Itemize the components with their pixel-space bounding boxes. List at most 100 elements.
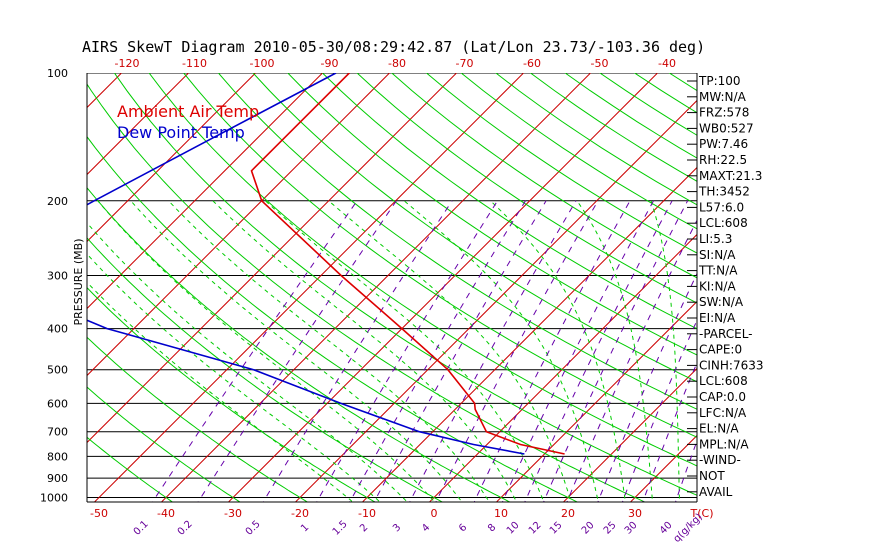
top-temp-label: -90 <box>321 57 339 70</box>
dry-adiabat-line <box>322 73 697 330</box>
mixing-ratio-label: 10 <box>505 520 522 537</box>
top-temp-label: -110 <box>182 57 207 70</box>
pressure-tick-label: 800 <box>47 450 68 463</box>
mixing-ratio-line <box>675 439 697 502</box>
bottom-temp-label: -10 <box>358 507 376 520</box>
side-panel-item: SW:N/A <box>699 295 744 309</box>
bottom-temp-label: 10 <box>494 507 508 520</box>
moist-adiabat-line <box>130 200 463 502</box>
pressure-tick-label: 300 <box>47 270 68 283</box>
y-axis-label: PRESSURE (MB) <box>72 239 85 326</box>
dry-adiabat-line <box>87 135 579 502</box>
mixing-ratio-lines <box>151 200 697 502</box>
moist-adiabat-line <box>650 200 680 502</box>
dry-adiabat-line <box>252 73 697 383</box>
legend-dew-point-temp: Dew Point Temp <box>117 123 245 142</box>
dry-adiabat-line <box>87 187 511 502</box>
isotherm-line <box>760 73 870 506</box>
isotherm-line <box>495 300 697 502</box>
moist-adiabat-line <box>87 253 381 502</box>
side-panel-item: AVAIL <box>699 485 733 499</box>
dry-adiabat-line <box>87 237 444 502</box>
mixing-ratio-label: 0.1 <box>132 519 151 538</box>
dry-adiabat-line <box>495 73 697 206</box>
side-panel-item: CINH:7633 <box>699 358 764 372</box>
series-line-0 <box>250 73 565 455</box>
moist-adiabat-line <box>403 200 599 502</box>
side-panel-item: L57:6.0 <box>699 200 744 214</box>
mixing-ratio-line <box>197 200 397 502</box>
side-panel-item: LFC:N/A <box>699 406 747 420</box>
mixing-ratio-labels: 0.1 0.2 0.5 1 1.5 2 3 4 6 8 10 12 15 20 25 30 40q(g/kg) <box>132 512 705 545</box>
bottom-temp-label: -30 <box>224 507 242 520</box>
side-panel-item: EL:N/A <box>699 422 739 436</box>
side-panel-item: MPL:N/A <box>699 437 749 451</box>
dry-adiabat-line <box>426 73 697 254</box>
side-panel-item: FRZ:578 <box>699 106 749 120</box>
mixing-ratio-line <box>151 200 358 502</box>
top-temp-label: -70 <box>456 57 474 70</box>
bottom-temp-label: 30 <box>628 507 642 520</box>
mixing-ratio-label: 3 <box>391 522 403 534</box>
side-panel-item: MW:N/A <box>699 90 747 104</box>
mixing-ratio-line <box>435 200 599 502</box>
mixing-ratio-line <box>543 200 689 502</box>
side-panel-item: MAXT:21.3 <box>699 169 762 183</box>
isotherm-line <box>562 367 697 502</box>
dry-adiabat-line <box>391 73 697 279</box>
mixing-ratio-line <box>501 200 654 502</box>
plot-area <box>87 73 870 507</box>
top-temp-label: -40 <box>658 57 676 70</box>
dry-adiabat-line <box>183 73 697 438</box>
mixing-ratio-line <box>349 200 526 502</box>
isotherm-line <box>87 73 189 176</box>
top-temp-label: -80 <box>388 57 406 70</box>
mixing-ratio-label: 2 <box>358 522 370 534</box>
pressure-tick-labels: 100 200 300 400 500 600 700 800 900 1000 <box>40 67 68 505</box>
mixing-ratio-line <box>642 361 697 502</box>
top-temp-label: -100 <box>250 57 275 70</box>
isotherm-line <box>160 73 591 502</box>
dry-adiabat-line <box>148 73 697 467</box>
bottom-temp-label: -50 <box>90 507 108 520</box>
bottom-temp-label: 0 <box>431 507 438 520</box>
mixing-ratio-label: 1 <box>299 522 311 534</box>
pressure-tick-label: 100 <box>47 67 68 80</box>
dry-adiabat-line <box>287 73 697 356</box>
mixing-ratio-label: 4 <box>420 522 432 534</box>
side-panel-item: PW:7.46 <box>699 137 748 151</box>
chart-title: AIRS SkewT Diagram 2010-05-30/08:29:42.8… <box>82 38 705 56</box>
mixing-ratio-label: q(g/kg) <box>672 512 705 545</box>
side-panel-item: NOT <box>699 469 725 483</box>
side-panel-item: CAPE:0 <box>699 343 742 357</box>
side-panel-item: LI:5.3 <box>699 232 732 246</box>
bottom-temp-label: 20 <box>561 507 575 520</box>
isotherm-line <box>428 233 697 502</box>
side-panel-item: EI:N/A <box>699 311 736 325</box>
bottom-temp-label: T(C) <box>690 507 714 520</box>
side-panel-item: LCL:608 <box>699 374 748 388</box>
bottom-temp-label: -40 <box>157 507 175 520</box>
bottom-temperature-labels: -50 -40 -30 -20 -10 0 10 20 30 T(C) <box>90 507 713 520</box>
series-line-1 <box>87 73 525 455</box>
mixing-ratio-line <box>566 219 697 502</box>
side-panel-item: TT:N/A <box>698 264 738 278</box>
mixing-ratio-label: 0.5 <box>244 519 263 538</box>
dry-adiabat-line <box>87 436 174 502</box>
mixing-ratio-line <box>597 272 697 502</box>
side-panel-item: SI:N/A <box>699 248 736 262</box>
legend-ambient-air-temp: Ambient Air Temp <box>117 102 259 121</box>
moist-adiabat-line <box>265 200 545 502</box>
side-panel-item: WB0:527 <box>699 121 754 135</box>
side-panel-item: TH:3452 <box>698 185 750 199</box>
side-panel-item: TP:100 <box>698 74 741 88</box>
dry-adiabat-line <box>113 73 697 496</box>
top-temp-label: -60 <box>523 57 541 70</box>
moist-adiabat-line <box>168 200 490 502</box>
top-temperature-labels: -120 -110 -100 -90 -80 -70 -60 -50 -40 <box>115 57 676 70</box>
mixing-ratio-label: 30 <box>623 520 640 537</box>
side-panel-item: -PARCEL- <box>699 327 753 341</box>
moist-adiabat-line <box>212 200 518 502</box>
dry-adiabat-line <box>739 73 870 507</box>
